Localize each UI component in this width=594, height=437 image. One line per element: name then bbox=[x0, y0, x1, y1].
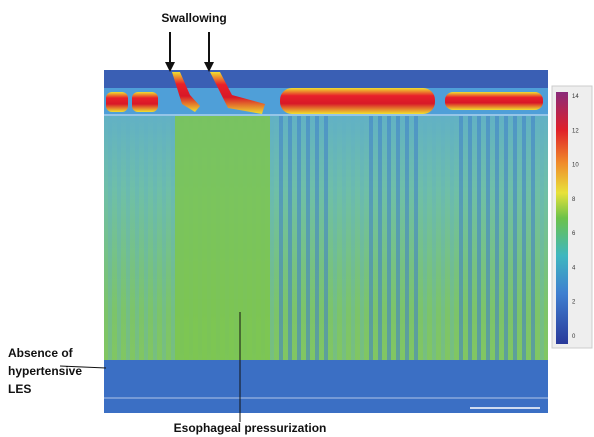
stripe bbox=[153, 115, 157, 360]
annotation: Swallowing bbox=[161, 11, 226, 25]
stripes bbox=[108, 115, 544, 360]
stripe bbox=[423, 115, 427, 360]
stripe bbox=[486, 115, 490, 360]
stripe bbox=[522, 115, 526, 360]
stripe bbox=[414, 115, 418, 360]
stripe bbox=[288, 115, 292, 360]
pressurization-zone bbox=[175, 115, 270, 360]
stripe bbox=[540, 115, 544, 360]
stripe bbox=[396, 115, 400, 360]
figure: 14121086420 Swallowing Absence of hypert… bbox=[0, 0, 594, 437]
colorbar-label: 14 bbox=[572, 94, 579, 100]
stripe bbox=[297, 115, 301, 360]
top-band bbox=[104, 70, 548, 88]
stripe bbox=[306, 115, 310, 360]
stripe bbox=[468, 115, 472, 360]
stripe bbox=[531, 115, 535, 360]
stripe bbox=[144, 115, 148, 360]
stripe bbox=[162, 115, 166, 360]
stripe bbox=[171, 115, 175, 360]
stripe bbox=[387, 115, 391, 360]
hot-region bbox=[132, 92, 158, 112]
hot-region bbox=[445, 92, 543, 110]
stripe bbox=[324, 115, 328, 360]
stripe bbox=[441, 115, 445, 360]
stripe bbox=[342, 115, 346, 360]
stripe bbox=[477, 115, 481, 360]
stripe bbox=[315, 115, 319, 360]
stripe bbox=[117, 115, 121, 360]
annotation: Esophageal pressurization bbox=[174, 421, 327, 435]
stripe bbox=[459, 115, 463, 360]
stripe bbox=[126, 115, 130, 360]
stripe bbox=[378, 115, 382, 360]
stripe bbox=[513, 115, 517, 360]
stripe bbox=[108, 115, 112, 360]
annotation: Absence of bbox=[8, 346, 74, 360]
stripe bbox=[360, 115, 364, 360]
stripe bbox=[369, 115, 373, 360]
manometry-plot bbox=[104, 70, 548, 413]
annotation: LES bbox=[8, 382, 31, 396]
hot-region bbox=[106, 92, 128, 112]
stripe bbox=[270, 115, 274, 360]
stripe bbox=[405, 115, 409, 360]
stripe bbox=[135, 115, 139, 360]
stripe bbox=[279, 115, 283, 360]
stripe bbox=[450, 115, 454, 360]
stripe bbox=[333, 115, 337, 360]
colorbar-label: 12 bbox=[572, 128, 579, 134]
stripe bbox=[495, 115, 499, 360]
colorbar-label: 10 bbox=[572, 163, 579, 169]
les-band bbox=[104, 360, 548, 413]
hot-region bbox=[280, 88, 435, 114]
colorbar-scale bbox=[556, 92, 568, 344]
stripe bbox=[351, 115, 355, 360]
stripe bbox=[504, 115, 508, 360]
stripe bbox=[432, 115, 436, 360]
